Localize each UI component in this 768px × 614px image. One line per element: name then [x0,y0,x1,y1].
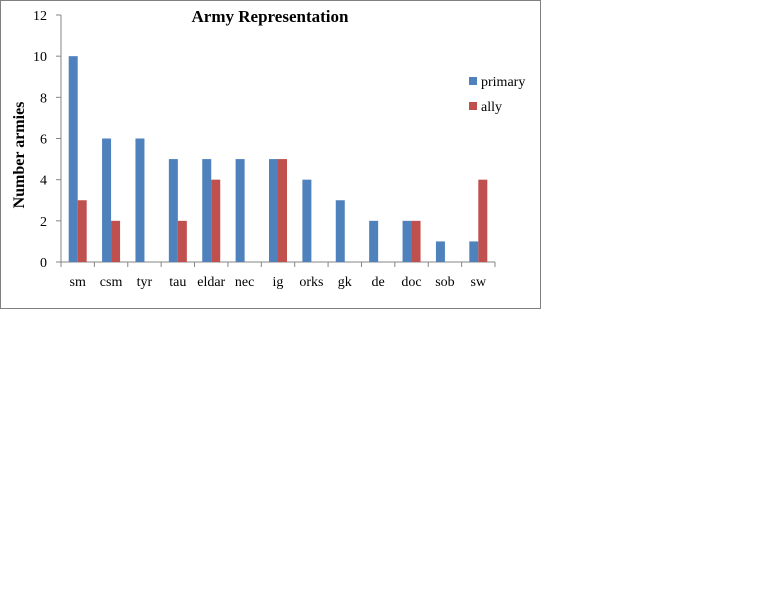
y-tick-label: 10 [33,50,47,65]
x-tick-label: tau [169,275,186,290]
legend-swatch-primary [469,77,477,85]
y-tick-label: 4 [40,174,47,189]
x-tick-label: doc [401,275,421,290]
y-axis-label: Number armies [11,102,28,209]
bar-ally-ig [278,159,287,262]
bar-primary-nec [235,159,245,262]
bar-primary-eldar [202,159,212,262]
bar-primary-sw [469,241,479,262]
x-tick-label: eldar [197,275,225,290]
legend-label-ally: ally [481,100,502,115]
y-tick-label: 8 [40,91,47,106]
x-tick-label: sob [435,275,454,290]
legend-label-primary: primary [481,75,525,90]
bar-primary-tyr [135,138,145,262]
legend-swatch-ally [469,102,477,110]
bar-ally-sw [478,179,488,262]
legend: primary ally [469,75,525,115]
chart-title: Army Representation [192,7,349,26]
bar-primary-de [369,220,379,262]
bar-ally-eldar [211,179,221,262]
x-tick-label: nec [235,275,254,290]
x-tick-label: sm [70,275,86,290]
bar-primary-orks [302,179,312,262]
x-tick-label: ig [273,275,284,290]
x-tick-label: gk [338,275,352,290]
bar-primary-gk [335,200,345,262]
bar-ally-csm [111,220,121,262]
x-tick-label: csm [100,275,123,290]
x-tick-label: orks [299,275,323,290]
bar-primary-csm [102,138,112,262]
x-tick-label: de [372,275,385,290]
bar-primary-sob [435,241,445,262]
bar-primary-tau [168,159,178,262]
y-tick-label: 0 [40,256,47,271]
bar-primary-ig [269,159,278,262]
plot-area: 0 2 4 6 8 10 12 sm csm tyr tau eldar nec ig orks gk de do… [33,9,496,290]
y-tick-label: 6 [40,133,47,148]
bar-ally-sm [77,200,87,262]
bar-primary-doc [402,220,412,262]
y-tick-label: 12 [33,9,47,24]
x-tick-label: sw [471,275,487,290]
bar-primary-sm [68,56,78,262]
bar-ally-tau [177,220,187,262]
y-tick-label: 2 [40,215,47,230]
x-tick-label: tyr [137,275,153,290]
bar-ally-doc [411,220,421,262]
